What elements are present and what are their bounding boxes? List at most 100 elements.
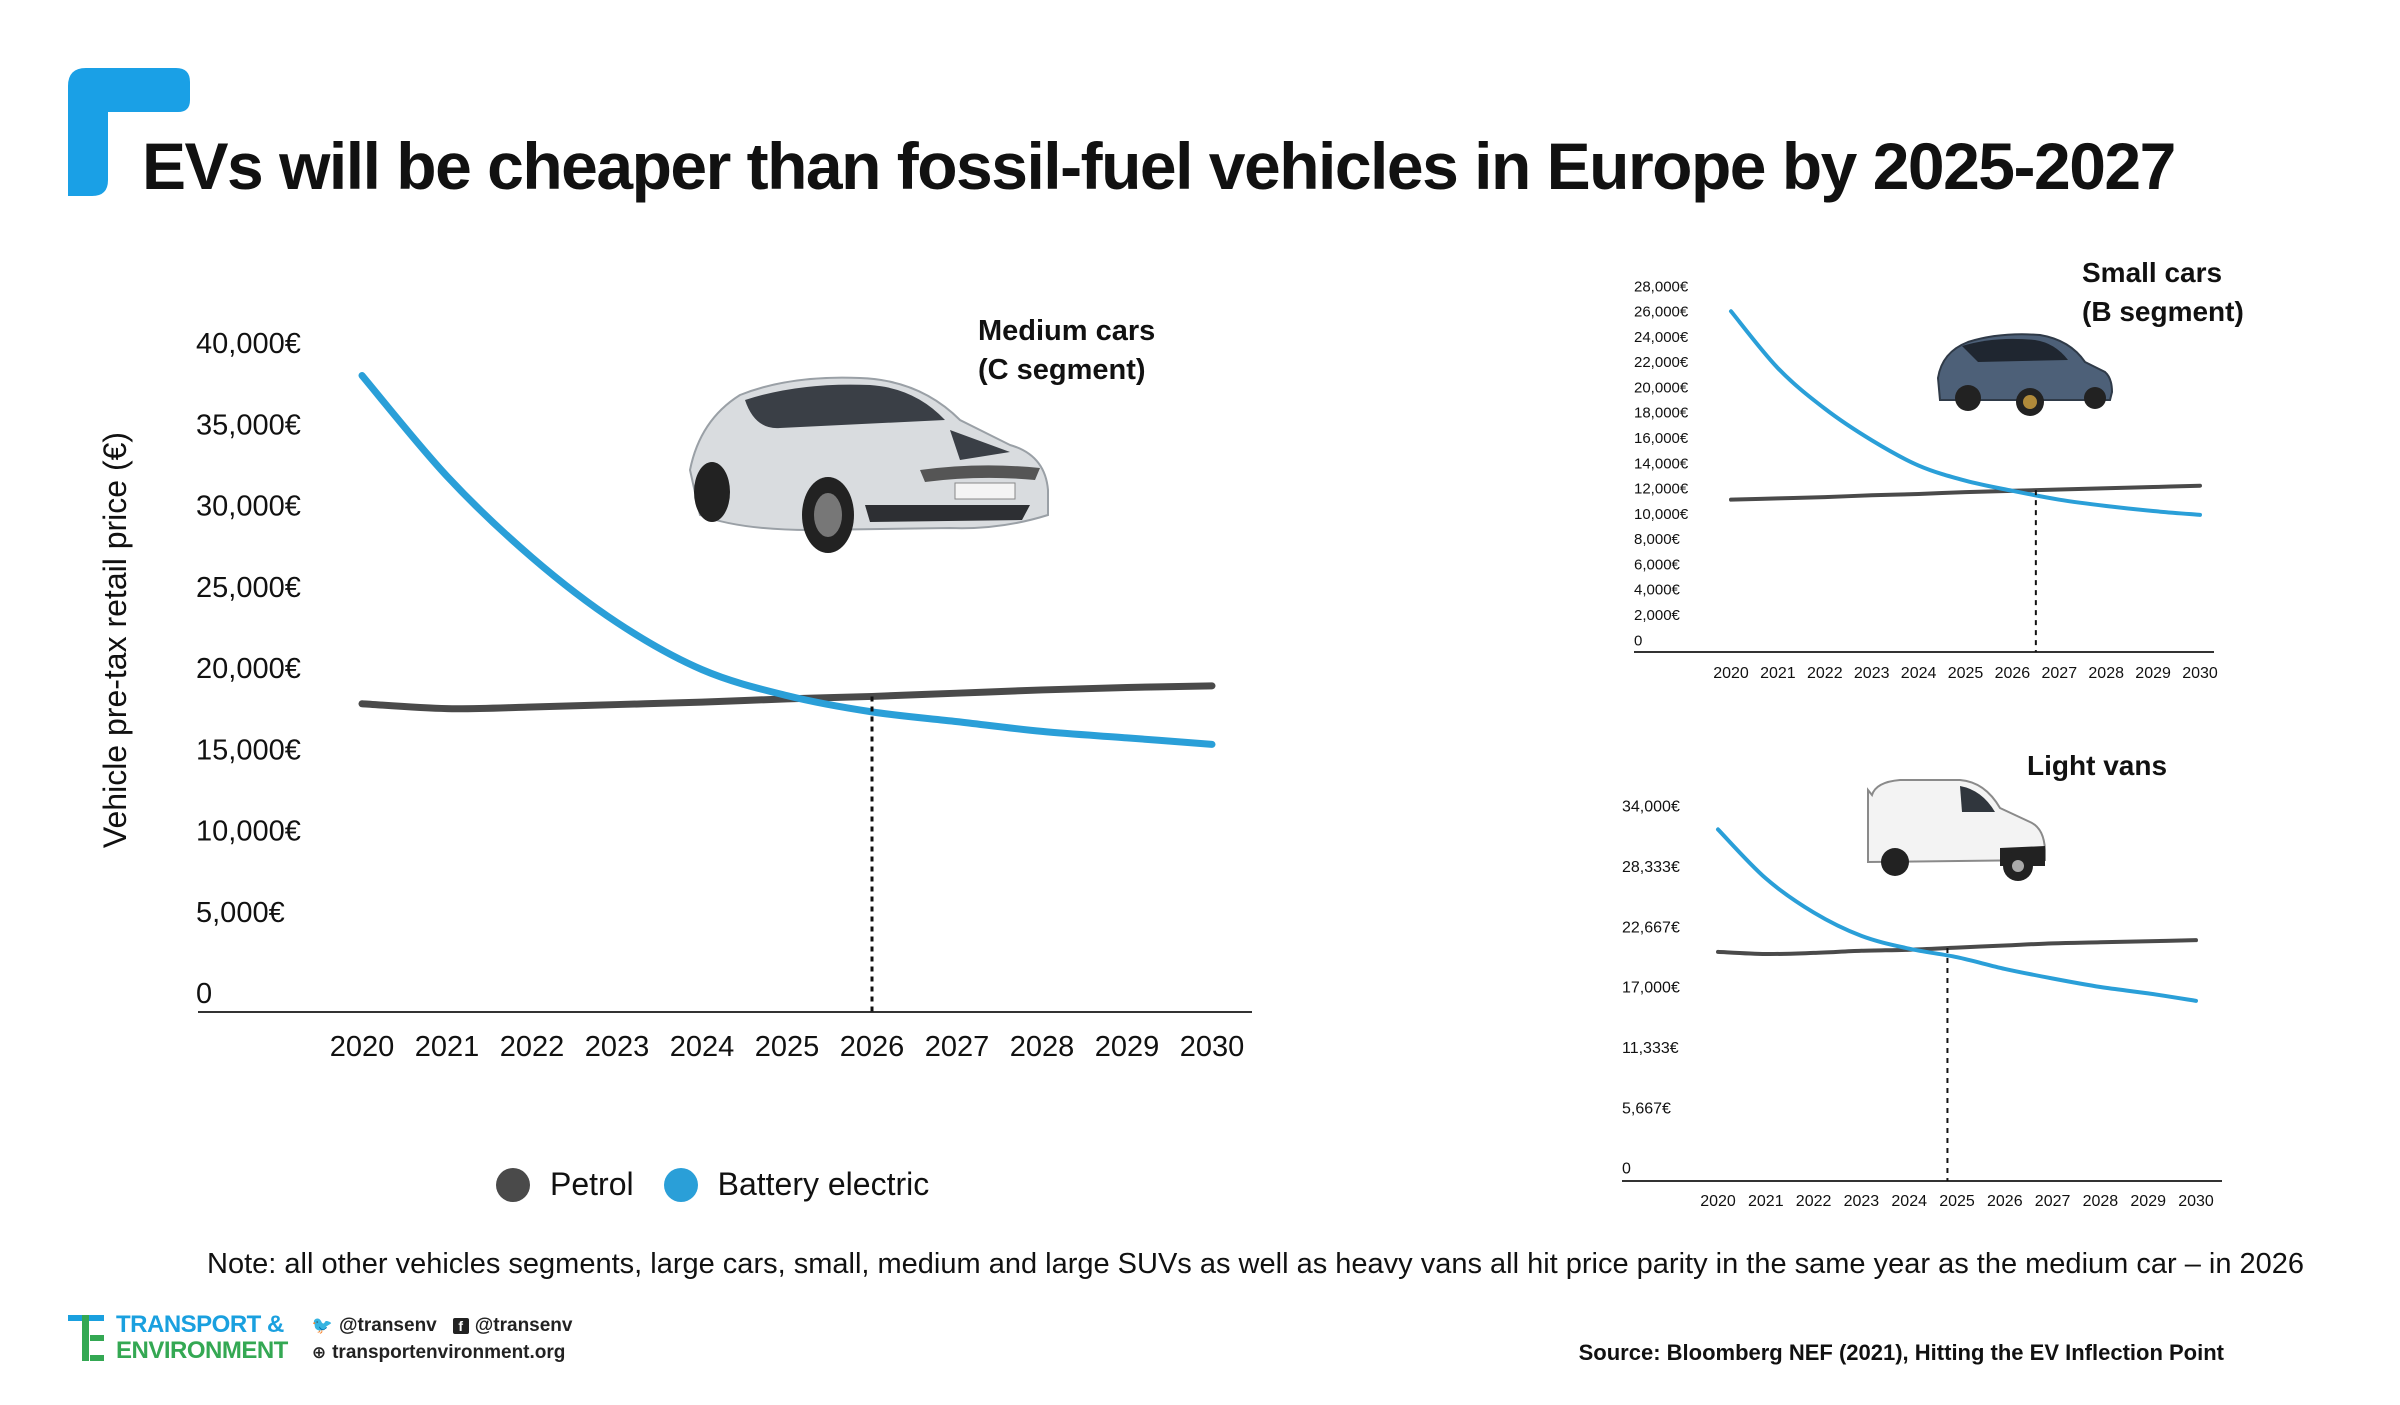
page-title: EVs will be cheaper than fossil-fuel veh… [142, 129, 2176, 203]
y-tick-label-vans: 5,667€ [1622, 1100, 1671, 1117]
y-tick-label-medium: 35,000€ [196, 409, 301, 441]
website-link[interactable]: transportenvironment.org [332, 1342, 566, 1363]
te-logo-icon [68, 1315, 104, 1361]
chart-medium: Medium cars (C segment) Vehicle pre-tax re… [97, 315, 1252, 1063]
x-tick-label-vans: 2029 [2130, 1193, 2166, 1210]
medium-car-image [688, 376, 1049, 553]
chart-title-small-line-2: (B segment) [2082, 296, 2244, 327]
footnote: Note: all other vehicles segments, large… [207, 1248, 2305, 1280]
legend: Petrol Battery electric [496, 1166, 959, 1203]
legend-label-petrol: Petrol [550, 1166, 634, 1202]
brand-line-2: ENVIRONMENT [116, 1337, 288, 1364]
y-tick-label-small: 26,000€ [1634, 304, 1689, 321]
social-links: 🐦 @transenv f @transenv ⊕ transportenvir… [312, 1312, 573, 1366]
x-tick-label-small: 2025 [1948, 665, 1984, 682]
x-tick-label-small: 2021 [1760, 665, 1796, 682]
x-tick-label-vans: 2020 [1700, 1193, 1736, 1210]
x-tick-label-medium: 2020 [330, 1031, 395, 1063]
y-tick-label-medium: 15,000€ [196, 734, 301, 766]
series-line-vans-petrol [1716, 938, 2198, 957]
y-tick-label-small: 0 [1634, 632, 1642, 649]
legend-item-battery-electric: Battery electric [663, 1166, 930, 1203]
twitter-icon: 🐦 [311, 1316, 334, 1335]
facebook-handle[interactable]: @transenv [474, 1315, 573, 1336]
y-tick-label-medium: 5,000€ [196, 897, 285, 929]
y-tick-label-medium: 25,000€ [196, 572, 301, 604]
y-tick-label-small: 24,000€ [1634, 329, 1689, 346]
y-axis-label-medium: Vehicle pre-tax retail price (€) [97, 432, 133, 848]
y-tick-label-medium: 0 [196, 978, 212, 1010]
x-tick-label-small: 2023 [1854, 665, 1890, 682]
y-tick-label-small: 4,000€ [1634, 582, 1681, 599]
y-tick-label-medium: 10,000€ [196, 816, 301, 848]
brand-logo: TRANSPORT & ENVIRONMENT [68, 1312, 288, 1364]
chart-small: Small cars (B segment) 0 2,000€ 4,000€ 6,000€… [1634, 257, 2244, 682]
y-tick-label-vans: 22,667€ [1622, 919, 1680, 936]
y-tick-label-small: 20,000€ [1634, 379, 1689, 396]
series-line-vans-battery-electric [1716, 827, 2198, 1003]
y-tick-label-vans: 17,000€ [1622, 980, 1680, 997]
social-row-2: ⊕ transportenvironment.org [312, 1339, 573, 1366]
x-tick-label-medium: 2025 [755, 1031, 820, 1063]
series-line-small-petrol [1729, 483, 2202, 502]
y-tick-label-vans: 34,000€ [1622, 799, 1680, 816]
y-tick-label-small: 28,000€ [1634, 278, 1689, 295]
legend-label-battery-electric: Battery electric [717, 1166, 930, 1202]
x-tick-label-medium: 2022 [500, 1031, 565, 1063]
x-tick-label-small: 2029 [2135, 665, 2171, 682]
x-tick-label-vans: 2022 [1796, 1193, 1832, 1210]
chart-title-vans-line-1: Light vans [2027, 750, 2167, 781]
y-tick-label-small: 8,000€ [1634, 531, 1681, 548]
globe-icon: ⊕ [311, 1343, 327, 1362]
source-citation: Source: Bloomberg NEF (2021), Hitting th… [1578, 1340, 2224, 1365]
chart-title-medium-line-1: Medium cars [978, 315, 1155, 347]
legend-item-petrol: Petrol [496, 1166, 634, 1203]
y-tick-label-vans: 28,333€ [1622, 859, 1680, 876]
x-tick-label-vans: 2026 [1987, 1193, 2023, 1210]
y-tick-label-medium: 20,000€ [196, 653, 301, 685]
x-tick-label-small: 2028 [2088, 665, 2124, 682]
x-tick-label-vans: 2027 [2035, 1193, 2071, 1210]
series-line-medium-battery-electric [358, 372, 1216, 748]
x-tick-label-medium: 2021 [415, 1031, 480, 1063]
legend-swatch-petrol [496, 1167, 530, 1202]
legend-swatch-battery-electric [663, 1167, 698, 1202]
x-tick-label-vans: 2025 [1939, 1193, 1975, 1210]
y-tick-label-medium: 40,000€ [196, 328, 301, 360]
twitter-handle[interactable]: @transenv [339, 1315, 437, 1336]
x-tick-label-small: 2027 [2042, 665, 2078, 682]
x-tick-label-vans: 2021 [1748, 1193, 1784, 1210]
chart-title-small-line-1: Small cars [2082, 257, 2222, 288]
series-line-small-battery-electric [1729, 309, 2202, 517]
charts-layer: Medium cars (C segment) Vehicle pre-tax re… [97, 257, 2244, 1210]
x-tick-label-small: 2022 [1807, 665, 1843, 682]
x-tick-label-medium: 2028 [1010, 1031, 1075, 1063]
y-tick-label-medium: 30,000€ [196, 491, 301, 523]
y-tick-label-small: 14,000€ [1634, 455, 1689, 472]
light-van-image [1867, 779, 2046, 881]
brand-name: TRANSPORT & ENVIRONMENT [116, 1312, 288, 1364]
x-tick-label-medium: 2027 [925, 1031, 990, 1063]
x-tick-label-vans: 2023 [1844, 1193, 1880, 1210]
y-tick-label-vans: 11,333€ [1622, 1040, 1679, 1057]
x-tick-label-vans: 2024 [1891, 1193, 1927, 1210]
x-tick-label-small: 2024 [1901, 665, 1937, 682]
brand-line-1: TRANSPORT & [116, 1311, 284, 1338]
x-tick-label-medium: 2029 [1095, 1031, 1160, 1063]
facebook-icon: f [452, 1317, 469, 1334]
x-tick-label-small: 2020 [1713, 665, 1749, 682]
x-tick-label-medium: 2023 [585, 1031, 650, 1063]
y-tick-label-small: 22,000€ [1634, 354, 1689, 371]
x-tick-label-small: 2026 [1995, 665, 2031, 682]
x-tick-label-medium: 2030 [1180, 1031, 1245, 1063]
small-car-image [1936, 333, 2114, 416]
y-tick-label-small: 12,000€ [1634, 481, 1689, 498]
footer: TRANSPORT & ENVIRONMENT 🐦 @transenv f @t… [68, 1312, 572, 1366]
chart-vans: Light vans 0 5,667€ 11,333€ 17,000€ 22,667€ 28… [1622, 750, 2222, 1210]
x-tick-label-vans: 2030 [2178, 1193, 2214, 1210]
accent-corner-mark [68, 68, 190, 196]
y-tick-label-vans: 0 [1622, 1161, 1631, 1178]
y-tick-label-small: 10,000€ [1634, 506, 1689, 523]
